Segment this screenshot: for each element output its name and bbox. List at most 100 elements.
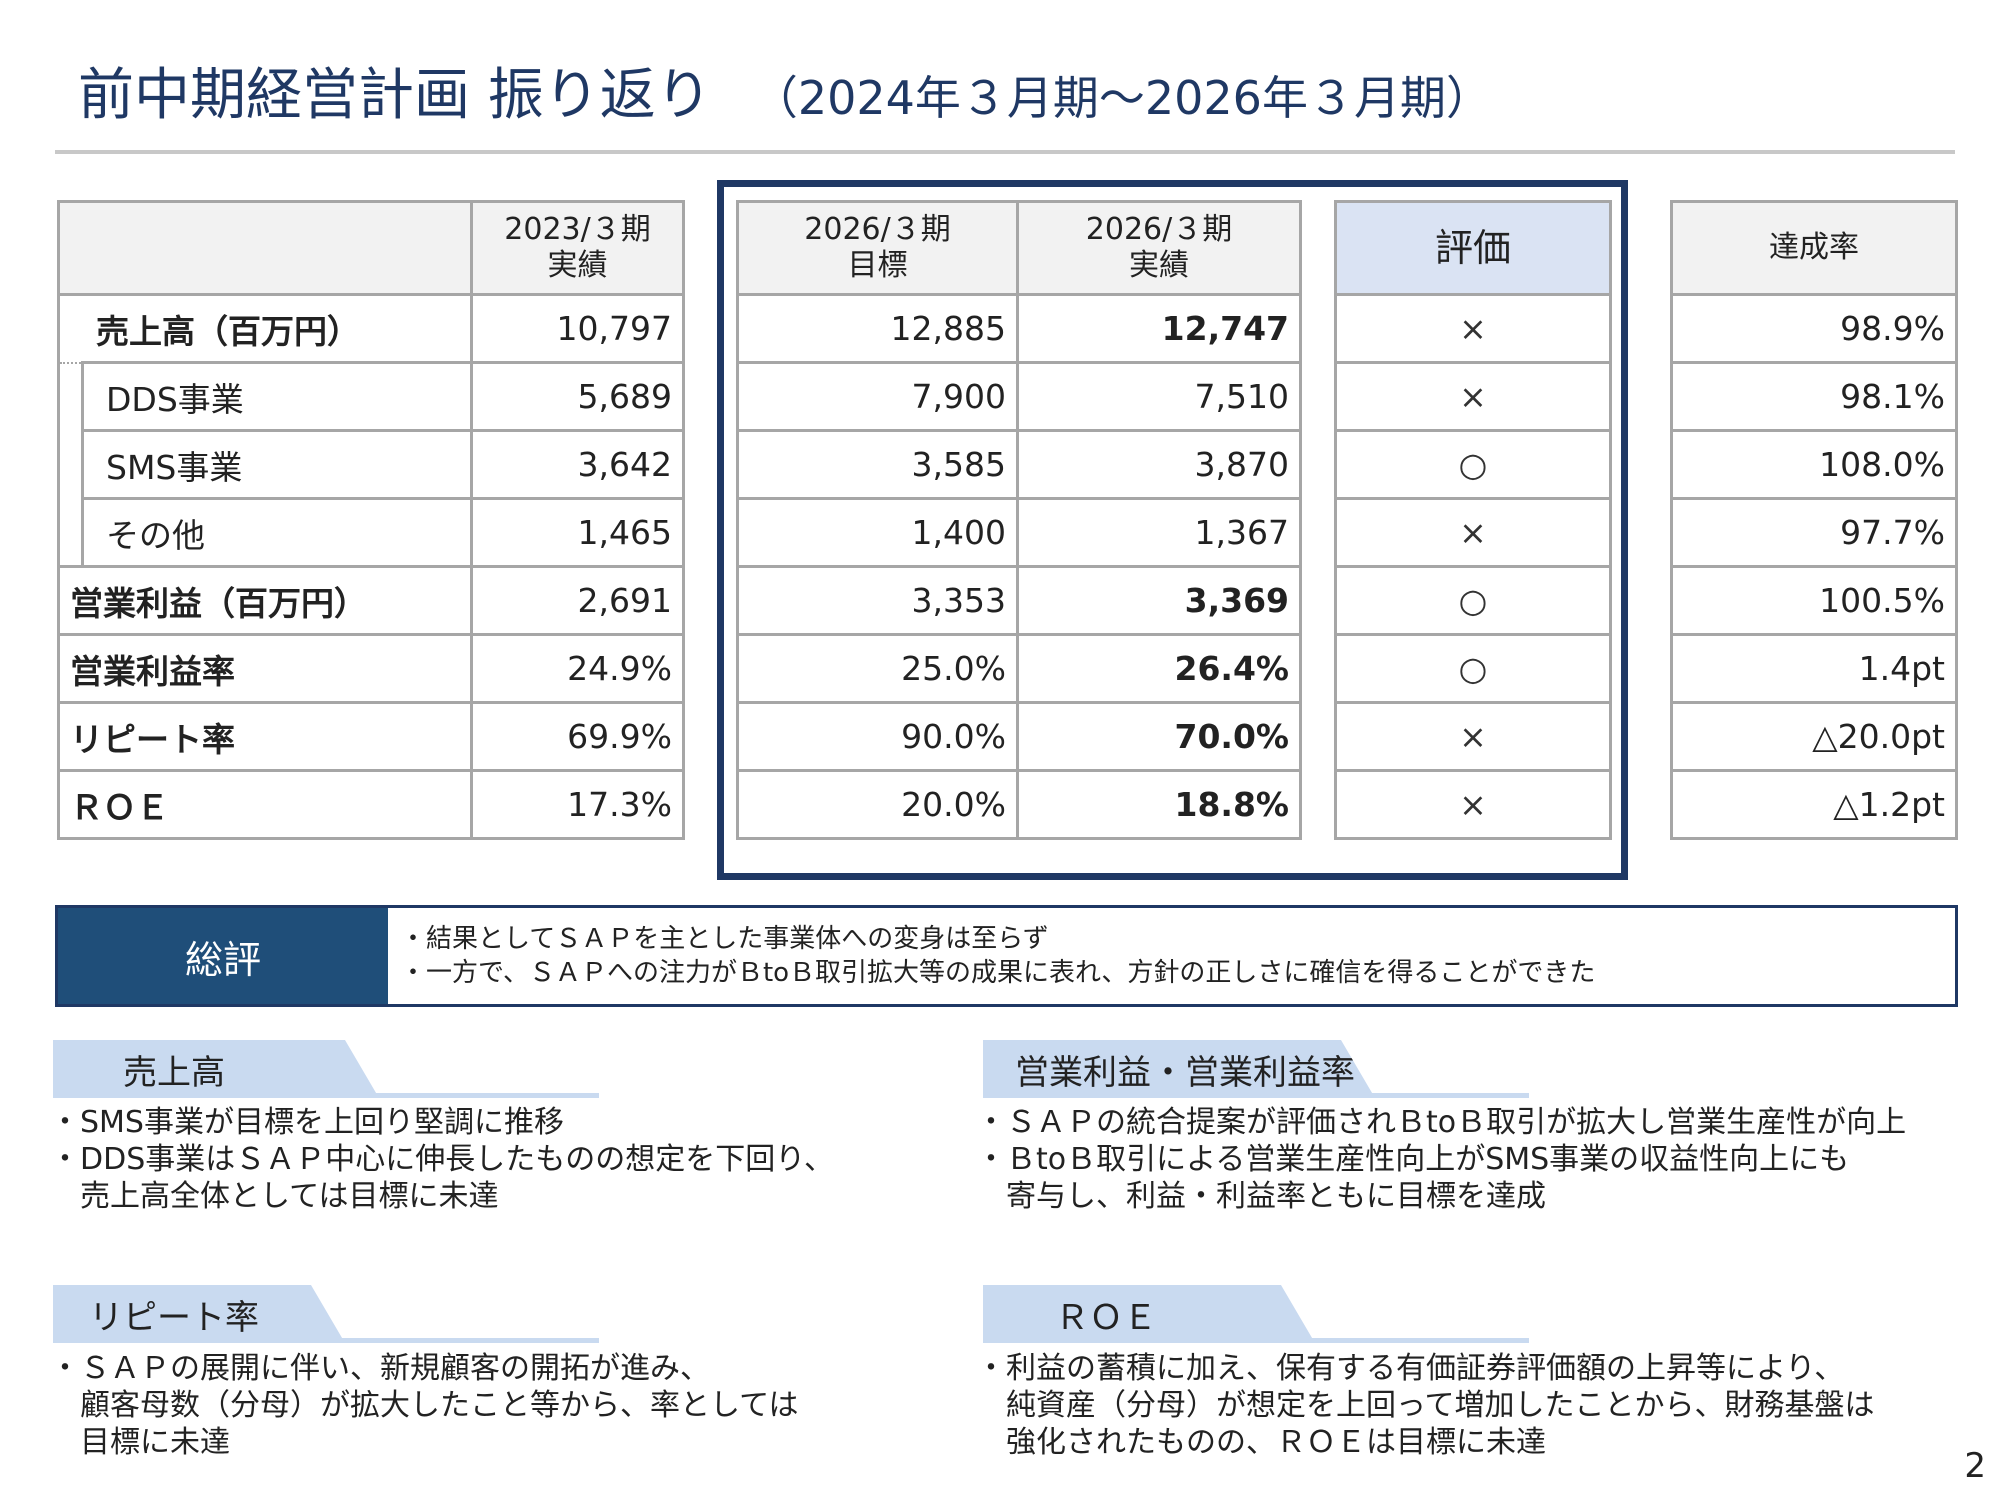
value-2023-dds: 5,689 xyxy=(470,361,685,432)
table-row: 108.0% xyxy=(1670,429,1958,500)
table-row: 98.9% xyxy=(1670,293,1958,364)
table-row: 売上高（百万円） 10,797 xyxy=(57,293,685,364)
actual-dds: 7,510 xyxy=(1016,361,1302,432)
rate-sms: 108.0% xyxy=(1670,429,1958,500)
target-other: 1,400 xyxy=(736,497,1019,568)
summary-line: ・結果としてＳＡＰを主とした事業体への変身は至らず xyxy=(400,924,1049,954)
target-sales: 12,885 xyxy=(736,293,1019,364)
eval-mark-repeat-rate: × xyxy=(1334,701,1612,772)
table-header-row: 2023/３期 実績 xyxy=(57,200,685,296)
table-header-row: 評価 xyxy=(1334,200,1612,296)
header-2026-target: 2026/３期 目標 xyxy=(736,200,1019,296)
header-2026-actual: 2026/３期 実績 xyxy=(1016,200,1302,296)
row-label-dds: DDS事業 xyxy=(81,361,473,432)
actual-other: 1,367 xyxy=(1016,497,1302,568)
table-row: × xyxy=(1334,293,1612,364)
section-body-sales: ・SMS事業が目標を上回り堅調に推移 ・DDS事業はＳＡＰ中心に伸長したものの想定… xyxy=(50,1105,835,1214)
title-divider xyxy=(55,150,1955,154)
row-label-other: その他 xyxy=(81,497,473,568)
table-row: 1,400 1,367 xyxy=(736,497,1302,568)
evaluation-table: 評価 × × ○ × ○ ○ × × xyxy=(1334,200,1612,840)
section-tab-repeat-rate: リピート率 xyxy=(53,1285,345,1343)
table-row: 7,900 7,510 xyxy=(736,361,1302,432)
rate-dds: 98.1% xyxy=(1670,361,1958,432)
eval-mark-sales: × xyxy=(1334,293,1612,364)
section-body-profit: ・ＳＡＰの統合提案が評価されＢtoＢ取引が拡大し営業生産性が向上 ・ＢtoＢ取引に… xyxy=(976,1105,1907,1214)
eval-mark-op-margin: ○ xyxy=(1334,633,1612,704)
table-row: ○ xyxy=(1334,429,1612,500)
section-underline xyxy=(983,1338,1529,1343)
indent-cell xyxy=(57,498,84,568)
rate-op-profit: 100.5% xyxy=(1670,565,1958,636)
target-sms: 3,585 xyxy=(736,429,1019,500)
indent-cell xyxy=(57,362,84,431)
table-row: 90.0% 70.0% xyxy=(736,701,1302,772)
section-tab-roe: ＲＯＥ xyxy=(983,1285,1315,1343)
table-row: ○ xyxy=(1334,633,1612,704)
eval-mark-roe: × xyxy=(1334,769,1612,840)
table-row: 1.4pt xyxy=(1670,633,1958,704)
value-2023-other: 1,465 xyxy=(470,497,685,568)
table-row: × xyxy=(1334,497,1612,568)
value-2023-repeat-rate: 69.9% xyxy=(470,701,685,772)
table-row: × xyxy=(1334,361,1612,432)
table-row: SMS事業 3,642 xyxy=(57,429,685,500)
rate-repeat-rate: △20.0pt xyxy=(1670,701,1958,772)
section-tab-profit: 営業利益・営業利益率 xyxy=(983,1040,1375,1098)
rate-roe: △1.2pt xyxy=(1670,769,1958,840)
table-row: ＲＯＥ 17.3% xyxy=(57,769,685,840)
target-actual-table: 2026/３期 目標 2026/３期 実績 12,885 12,747 7,900… xyxy=(736,200,1302,840)
table-row: 25.0% 26.4% xyxy=(736,633,1302,704)
target-roe: 20.0% xyxy=(736,769,1019,840)
actual-roe: 18.8% xyxy=(1016,769,1302,840)
table-row: 3,353 3,369 xyxy=(736,565,1302,636)
summary-line: ・一方で、ＳＡＰへの注力がＢtoＢ取引拡大等の成果に表れ、方針の正しさに確信を得… xyxy=(400,958,1596,988)
blank-header-cell xyxy=(57,200,473,296)
achievement-rate-table: 達成率 98.9% 98.1% 108.0% 97.7% 100.5% 1.4p… xyxy=(1670,200,1958,840)
rate-other: 97.7% xyxy=(1670,497,1958,568)
table-row: 12,885 12,747 xyxy=(736,293,1302,364)
section-underline xyxy=(53,1093,599,1098)
row-label-roe: ＲＯＥ xyxy=(57,769,473,840)
table-row: △1.2pt xyxy=(1670,769,1958,840)
eval-mark-op-profit: ○ xyxy=(1334,565,1612,636)
summary-label: 総評 xyxy=(58,908,388,1004)
table-row: 3,585 3,870 xyxy=(736,429,1302,500)
target-repeat-rate: 90.0% xyxy=(736,701,1019,772)
summary-body: ・結果としてＳＡＰを主とした事業体への変身は至らず ・一方で、ＳＡＰへの注力がＢ… xyxy=(388,908,1955,1004)
table-row: ○ xyxy=(1334,565,1612,636)
section-underline xyxy=(53,1338,599,1343)
table-row: 営業利益（百万円） 2,691 xyxy=(57,565,685,636)
actual-op-profit: 3,369 xyxy=(1016,565,1302,636)
title-period: （2024年３月期～2026年３月期） xyxy=(751,71,1492,125)
indent-cell xyxy=(57,430,84,499)
table-row: 20.0% 18.8% xyxy=(736,769,1302,840)
overall-evaluation-box: 総評 ・結果としてＳＡＰを主とした事業体への変身は至らず ・一方で、ＳＡＰへの注… xyxy=(55,905,1958,1007)
table-row: △20.0pt xyxy=(1670,701,1958,772)
value-2023-sales: 10,797 xyxy=(470,293,685,364)
highlight-frame xyxy=(717,180,1628,880)
target-op-margin: 25.0% xyxy=(736,633,1019,704)
header-evaluation: 評価 xyxy=(1334,200,1612,296)
row-label-op-profit: 営業利益（百万円） xyxy=(57,565,473,636)
table-row: リピート率 69.9% xyxy=(57,701,685,772)
section-underline xyxy=(983,1093,1529,1098)
actual-sms: 3,870 xyxy=(1016,429,1302,500)
section-body-roe: ・利益の蓄積に加え、保有する有価証券評価額の上昇等により、 純資産（分母）が想定… xyxy=(976,1351,1875,1460)
table-row: 100.5% xyxy=(1670,565,1958,636)
table-row: DDS事業 5,689 xyxy=(57,361,685,432)
table-row: その他 1,465 xyxy=(57,497,685,568)
header-achievement-rate: 達成率 xyxy=(1670,200,1958,296)
value-2023-sms: 3,642 xyxy=(470,429,685,500)
table-row: 98.1% xyxy=(1670,361,1958,432)
title-main: 前中期経営計画 振り返り xyxy=(78,63,712,128)
row-label-repeat-rate: リピート率 xyxy=(57,701,473,772)
eval-mark-sms: ○ xyxy=(1334,429,1612,500)
value-2023-roe: 17.3% xyxy=(470,769,685,840)
table-header-row: 達成率 xyxy=(1670,200,1958,296)
value-2023-op-profit: 2,691 xyxy=(470,565,685,636)
value-2023-op-margin: 24.9% xyxy=(470,633,685,704)
rate-sales: 98.9% xyxy=(1670,293,1958,364)
rate-op-margin: 1.4pt xyxy=(1670,633,1958,704)
row-label-op-margin: 営業利益率 xyxy=(57,633,473,704)
